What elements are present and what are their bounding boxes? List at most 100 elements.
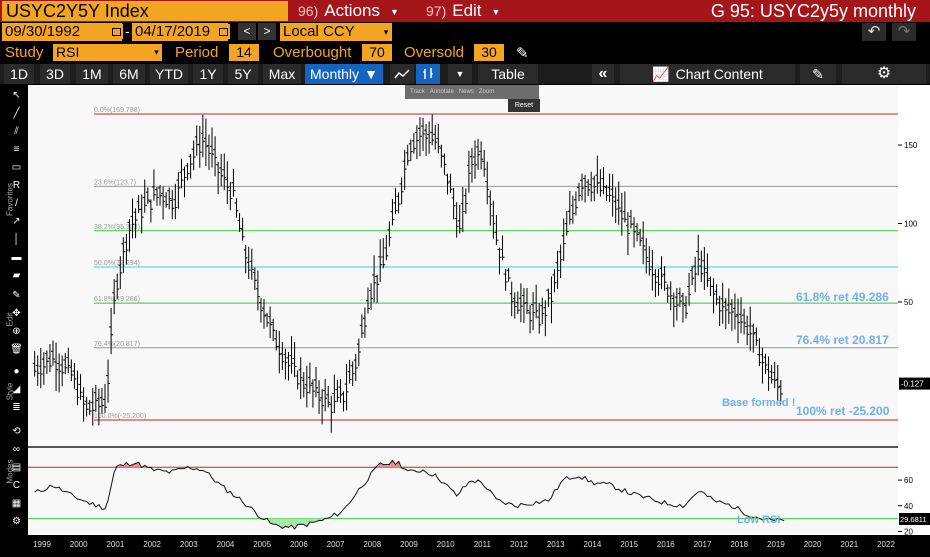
modes-side-label: Modes [5, 459, 15, 484]
fib-label-1: 23.6%(123.7) [94, 179, 136, 186]
frequency-select[interactable]: Monthly ▼ [305, 64, 383, 84]
thickness-tool-icon[interactable]: ≣ [12, 402, 21, 413]
x-axis: 1999 2000 2001 2002 2003 2004 2005 2006 2007 2008… [0, 535, 930, 552]
edit-menu[interactable]: 97) Edit ▼ [420, 1, 518, 21]
bar-chart-icon[interactable] [416, 64, 440, 84]
delete-tool-icon[interactable]: 🗑 [10, 344, 23, 355]
collapse-panel-icon[interactable]: « [592, 64, 614, 84]
start-calendar-icon[interactable] [110, 24, 123, 39]
study-caret-icon[interactable]: ▾ [151, 44, 162, 61]
pointer-tool-icon[interactable]: ↖ [12, 90, 21, 101]
actions-menu[interactable]: 96) Actions ▼ [292, 1, 402, 21]
refresh-tool-icon[interactable]: C [12, 480, 21, 491]
range-max[interactable]: Max [263, 64, 301, 84]
x-tick-label: 2007 [327, 540, 345, 549]
redo-icon[interactable]: ↷ [892, 23, 916, 41]
x-tick-label: 2004 [217, 540, 235, 549]
text-tool-icon[interactable]: R [12, 180, 21, 191]
oversold-input[interactable]: 30 [474, 44, 504, 61]
study-select[interactable]: RSI [53, 44, 151, 61]
chart-type-caret-icon[interactable]: ▼ [448, 64, 472, 84]
rect-tool-icon[interactable]: ▭ [11, 162, 22, 173]
low-rsi-annotation: Low RSI [737, 514, 780, 526]
move-tool-icon[interactable]: ✥ [12, 308, 21, 319]
range-1y[interactable]: 1Y [193, 64, 223, 84]
start-date-input[interactable]: 09/30/1992 [2, 23, 122, 41]
range-1m[interactable]: 1M [76, 64, 108, 84]
range-ytd[interactable]: YTD [150, 64, 188, 84]
base-formed-annotation: Base formed ! [722, 397, 795, 409]
y-axis: 150 100 50 -0.127 60 40 20 29.6811 [898, 85, 930, 536]
range-6m[interactable]: 6M [113, 64, 145, 84]
fib-tool-icon[interactable]: ≡ [13, 144, 20, 155]
arrow-tool-icon[interactable]: ↗ [12, 216, 21, 227]
period-input[interactable]: 14 [229, 44, 259, 61]
mode-tool-icon[interactable]: ▦ [11, 498, 22, 509]
rsi-line [34, 459, 785, 530]
line-chart-icon[interactable] [390, 64, 414, 84]
pencil-tool-icon[interactable]: ✎ [12, 290, 21, 301]
chart-content-button[interactable]: 📈 Chart Content [620, 64, 795, 84]
track-tool[interactable]: Track [410, 89, 425, 95]
zoom-tool[interactable]: Zoom [478, 89, 495, 95]
next-period-button[interactable]: > [258, 23, 276, 40]
pencil-icon[interactable]: ✎ [516, 45, 529, 62]
fill-tool-icon[interactable]: ◢ [12, 384, 21, 395]
actions-caret-icon: ▼ [389, 6, 399, 17]
currency-caret-icon[interactable]: ▾ [380, 23, 392, 41]
x-tick-label: 2021 [840, 540, 858, 549]
x-tick-label: 2019 [767, 540, 785, 549]
range-1d[interactable]: 1D [4, 64, 34, 84]
x-tick-label: 2005 [253, 540, 271, 549]
edit-caret-icon: ▼ [491, 6, 501, 17]
currency-select[interactable]: Local CCY [280, 23, 380, 41]
x-tick-label: 2013 [547, 540, 565, 549]
channel-tool-icon[interactable]: ⫽ [14, 126, 19, 137]
line-tool-icon[interactable]: ╱ [13, 108, 20, 119]
edit-chart-icon[interactable]: ✎ [800, 64, 836, 84]
fib-levels: 0.0%(169.788) 23.6%(123.7) 38.2%(95.383) 50… [94, 107, 898, 421]
actions-label: Actions [324, 1, 380, 20]
price-bars [32, 114, 783, 433]
options-gear-icon[interactable]: ⚙ [12, 516, 21, 527]
table-button[interactable]: Table [478, 64, 538, 84]
x-tick-label: 2012 [510, 540, 528, 549]
lock-tool-icon[interactable]: ⟲ [12, 426, 21, 437]
news-tool[interactable]: News [458, 89, 474, 95]
reset-button[interactable]: Reset [508, 99, 540, 112]
x-tick-label: 2020 [804, 540, 822, 549]
overbought-label: Overbought [273, 44, 352, 61]
x-tick-label: 2017 [694, 540, 712, 549]
prev-period-button[interactable]: < [238, 23, 256, 40]
chart-content-icon: 📈 [652, 66, 670, 82]
brush-tool-icon[interactable]: / [15, 198, 18, 209]
crosshair-tool-icon[interactable]: ⊕ [12, 326, 21, 337]
ray-tool-icon[interactable]: ▬ [11, 252, 22, 263]
title-bar: USYC2Y5Y Index 96) Actions ▼ 97) Edit ▼ G 95… [0, 0, 930, 22]
fib-100-annotation: 100% ret -25.200 [796, 404, 890, 418]
oversold-label: Oversold [404, 44, 465, 61]
range-3d[interactable]: 3D [40, 64, 70, 84]
end-date-input[interactable]: 04/17/2019 [132, 23, 228, 41]
date-row: 09/30/1992 - 04/17/2019 < > Local CCY ▾ … [0, 22, 930, 42]
x-tick-label: 2000 [70, 540, 88, 549]
last-value-label: -0.127 [901, 380, 924, 389]
frequency-label: Monthly [310, 66, 360, 82]
ticker-field[interactable]: USYC2Y5Y Index [2, 1, 288, 21]
range-5y[interactable]: 5Y [228, 64, 258, 84]
hline-tool-icon[interactable]: │ [13, 234, 20, 245]
chart-area[interactable]: 0.0%(169.788) 23.6%(123.7) 38.2%(95.383) 50… [28, 85, 898, 535]
settings-gear-icon[interactable]: ⚙ [842, 64, 926, 84]
fib-label-4: 61.8%(49.286) [94, 296, 140, 303]
undo-icon[interactable]: ↶ [862, 23, 886, 41]
link-tool-icon[interactable]: ∞ [12, 444, 21, 455]
layer-tool-icon[interactable]: ▤ [11, 462, 22, 473]
overbought-input[interactable]: 70 [362, 44, 392, 61]
annotate-tool[interactable]: Annotate [429, 89, 454, 95]
band-tool-icon[interactable]: ▰ [12, 270, 21, 281]
end-calendar-icon[interactable] [217, 24, 230, 39]
study-label: Study [5, 44, 44, 61]
color-tool-icon[interactable]: ● [13, 366, 20, 377]
price-chart[interactable]: 0.0%(169.788) 23.6%(123.7) 38.2%(95.383) 50… [28, 85, 898, 535]
x-tick-label: 2003 [180, 540, 198, 549]
